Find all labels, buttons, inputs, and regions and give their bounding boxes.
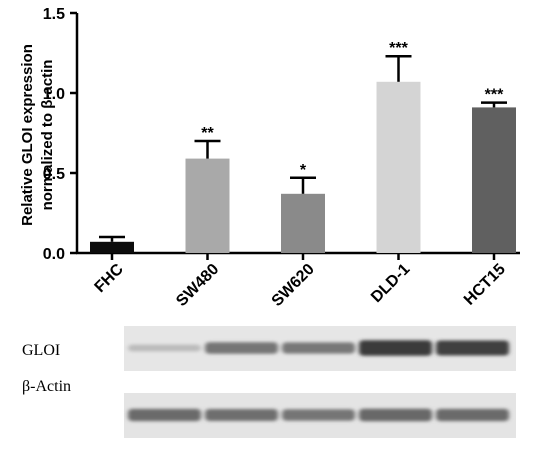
x-tick-labels: FHC SW480 SW620 DLD-1 HCT15 [92,260,509,309]
y-tick-label: 0.0 [43,246,65,263]
blot-band-1-0 [128,408,201,422]
error-bar-sw620 [290,176,316,194]
significance-hct15: *** [485,87,504,104]
y-tick-label: 1.0 [43,86,65,103]
blot-label-gloi: GLOI [22,342,60,359]
western-blot: GLOI β-Actin [22,326,516,438]
y-tick-label: 1.5 [43,6,65,23]
bar-sw480 [185,158,230,253]
x-tick-label-dld-1: DLD-1 [368,261,413,306]
gloi-bands [128,340,509,356]
bar-fhc [90,241,134,253]
significance-dld-1: *** [389,40,408,57]
y-axis-label-line-1: Relative GLOI expression [19,44,36,226]
beta-actin-bands [128,408,509,422]
y-axis-label-line-2: normalized to β-actin [39,60,56,211]
error-bar-dld-1 [385,54,412,82]
blot-band-1-4 [436,408,509,422]
x-tick-label-fhc: FHC [92,260,128,296]
error-bar-hct15 [481,101,507,108]
x-tick-label-sw620: SW620 [269,261,318,310]
bars [90,81,516,254]
blot-band-1-3 [359,408,432,422]
y-tick-label: 0.5 [43,166,65,183]
error-bar-sw480 [194,139,221,159]
blot-band-0-1 [205,342,278,354]
significance-labels: ********* [201,40,504,179]
y-axis: 0.0 0.5 1.0 1.5 [43,6,79,263]
blot-band-0-4 [436,340,509,356]
blot-band-1-2 [282,409,355,421]
blot-band-0-2 [282,342,355,354]
bar-hct15 [472,107,516,254]
significance-sw480: ** [201,125,214,142]
bar-sw620 [281,193,325,253]
x-tick-label-hct15: HCT15 [461,261,509,309]
error-bars [99,54,507,242]
x-tick-label-sw480: SW480 [173,261,222,310]
blot-label-beta-actin: β-Actin [22,378,71,395]
blot-band-0-0 [128,344,201,352]
blot-band-0-3 [359,340,432,356]
bar-dld-1 [376,81,421,253]
error-bar-fhc [99,235,125,242]
significance-sw620: * [300,162,307,179]
bar-chart: Relative GLOI expression normalized to β… [19,6,520,310]
blot-band-1-1 [205,409,278,421]
x-axis [76,251,520,260]
